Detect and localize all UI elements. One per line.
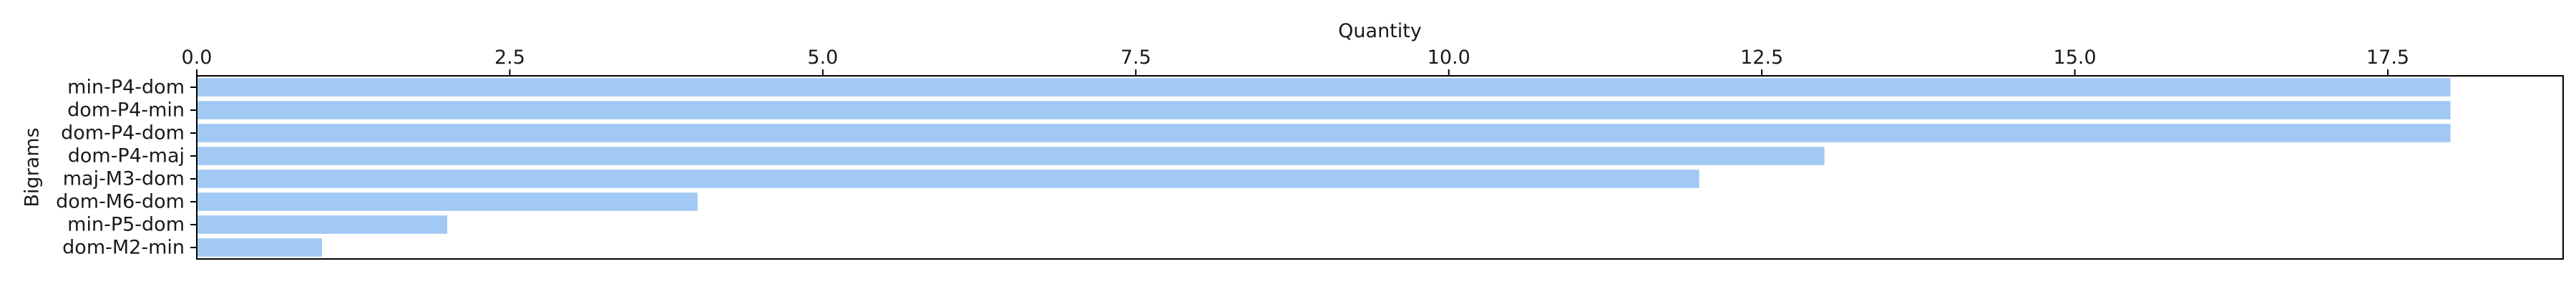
x-tick-label: 10.0 (1428, 46, 1470, 69)
y-axis-label: Bigrams (21, 127, 44, 207)
y-tick-label: dom-M2-min (62, 237, 185, 259)
x-axis: 0.0 2.5 5.0 7.5 10.0 12.5 15.0 17.5 (182, 46, 2409, 76)
bar-dom-M6-dom (197, 192, 698, 211)
plot-frame (196, 75, 2564, 260)
bar-dom-P4-min (197, 101, 2451, 119)
bar-maj-M3-dom (197, 170, 1699, 188)
x-axis-label: Quantity (1338, 20, 1422, 42)
bar-dom-M2-min (197, 238, 322, 257)
x-tick-label: 15.0 (2054, 46, 2097, 69)
bar-min-P4-dom (197, 78, 2451, 97)
x-tick-label: 2.5 (494, 46, 525, 69)
bar-min-P5-dom (197, 215, 447, 234)
y-tick-label: dom-P4-maj (68, 145, 185, 167)
y-tick-label: dom-M6-dom (56, 191, 185, 213)
y-axis: min-P4-domdom-P4-mindom-P4-domdom-P4-maj… (56, 77, 197, 259)
bar-dom-P4-maj (197, 147, 1825, 165)
x-tick-label: 7.5 (1121, 46, 1151, 69)
x-tick-label: 0.0 (182, 46, 213, 69)
y-tick-label: dom-P4-dom (61, 122, 185, 144)
x-tick-label: 17.5 (2366, 46, 2409, 69)
x-tick-label: 12.5 (1740, 46, 1783, 69)
y-tick-label: dom-P4-min (67, 99, 185, 122)
bars-layer (197, 78, 2451, 257)
y-tick-label: maj-M3-dom (63, 168, 185, 190)
x-tick-label: 5.0 (807, 46, 838, 69)
y-tick-label: min-P4-dom (67, 77, 185, 99)
y-tick-label: min-P5-dom (67, 214, 185, 236)
bar-dom-P4-dom (197, 124, 2451, 142)
